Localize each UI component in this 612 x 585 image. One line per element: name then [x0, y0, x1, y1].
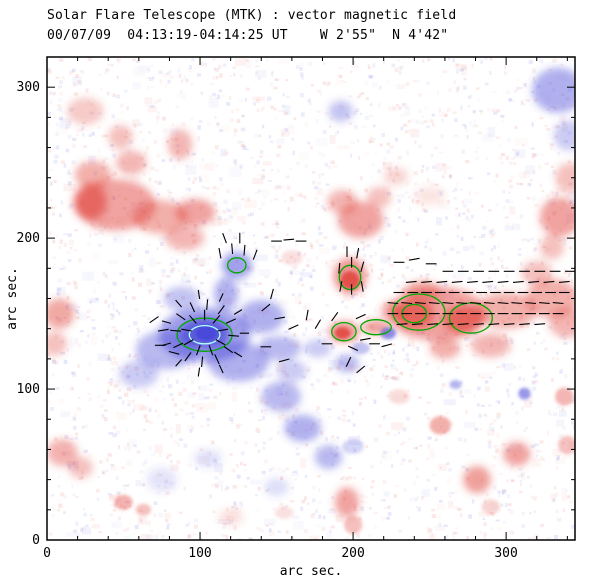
x-tick-label: 300	[494, 546, 517, 561]
y-tick-label: 0	[32, 533, 40, 548]
x-tick-label: 100	[188, 546, 211, 561]
axes	[46, 56, 576, 541]
x-tick-label: 200	[341, 546, 364, 561]
x-tick-label: 0	[43, 546, 51, 561]
y-tick-label: 100	[17, 382, 40, 397]
vector-field	[149, 232, 575, 377]
x-axis-title: arc sec.	[280, 564, 343, 579]
field-blobs-soft	[47, 67, 575, 525]
plot-title: Solar Flare Telescope (MTK) : vector mag…	[47, 8, 457, 23]
y-tick-label: 200	[17, 231, 40, 246]
y-tick-label: 300	[17, 80, 40, 95]
axis-labels: 0 100 200 300 0 100 200 300 arc sec. arc sec.	[5, 80, 518, 579]
y-axis-title: arc sec.	[5, 267, 20, 330]
field-blobs-core	[114, 250, 575, 535]
observation-datetime-subtitle: 00/07/09 04:13:19-04:14:25 UT W 2'55" N …	[47, 28, 449, 43]
